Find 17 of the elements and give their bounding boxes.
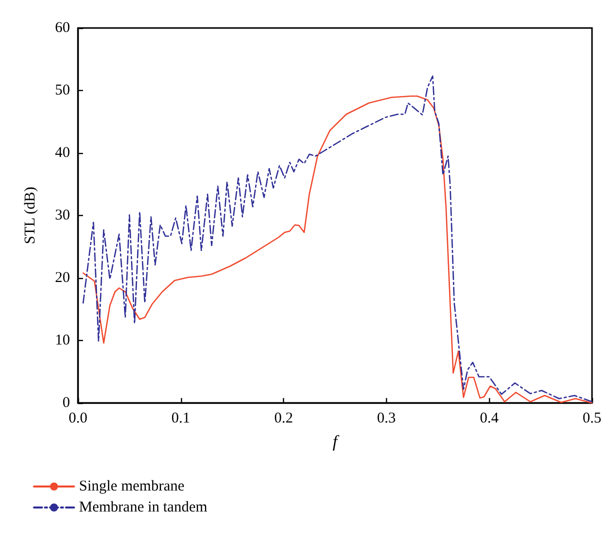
y-axis-title: STL (dB) <box>22 186 38 244</box>
y-tick-label: 50 <box>55 82 70 98</box>
legend-label: Membrane in tandem <box>79 500 208 516</box>
y-tick-label: 60 <box>55 20 70 36</box>
x-tick-label: 0.1 <box>171 410 190 426</box>
x-tick-label: 0.2 <box>274 410 293 426</box>
legend-label: Single membrane <box>79 478 185 494</box>
x-tick-label: 0.5 <box>582 410 602 426</box>
x-axis-title: f <box>332 432 340 451</box>
x-tick-label: 0.0 <box>68 410 88 426</box>
y-tick-label: 20 <box>55 270 70 286</box>
x-tick-label: 0.4 <box>480 410 500 426</box>
y-tick-label: 40 <box>55 145 70 161</box>
y-tick-label: 0 <box>62 395 70 411</box>
x-tick-label: 0.3 <box>377 410 396 426</box>
y-tick-label: 30 <box>55 208 70 224</box>
y-tick-label: 10 <box>55 332 70 348</box>
